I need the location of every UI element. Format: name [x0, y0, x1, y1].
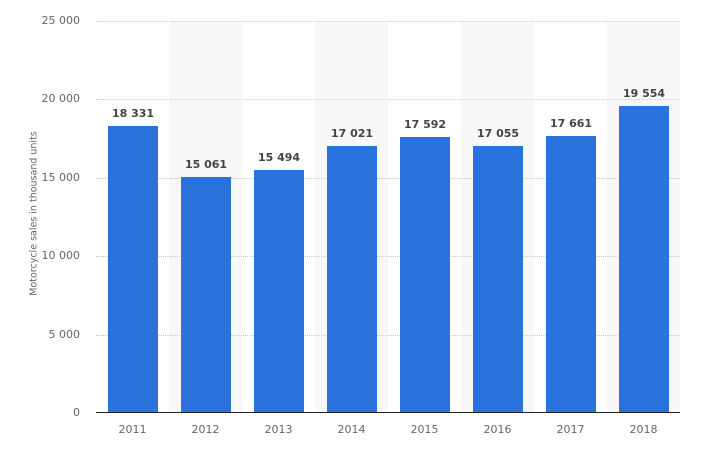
value-label: 17 055 [476, 127, 520, 140]
bar-2018 [619, 106, 669, 413]
y-tick-label: 20 000 [41, 92, 81, 105]
gridline [96, 99, 680, 100]
x-tick-label: 2013 [264, 423, 293, 436]
bar-2017 [546, 136, 596, 413]
x-tick-label: 2012 [191, 423, 220, 436]
value-label: 17 592 [403, 118, 447, 131]
y-tick-label: 5 000 [48, 328, 81, 341]
bar-2013 [254, 170, 304, 413]
bar-2015 [400, 137, 450, 413]
y-tick-label: 10 000 [41, 249, 81, 262]
x-axis-line [96, 412, 680, 413]
gridline [96, 178, 680, 179]
gridline [96, 21, 680, 22]
value-label: 17 021 [330, 127, 374, 140]
bar-2016 [473, 146, 523, 413]
x-tick-label: 2018 [629, 423, 658, 436]
value-label: 17 661 [549, 117, 593, 130]
x-tick-label: 2011 [118, 423, 147, 436]
value-label: 15 061 [184, 158, 228, 171]
bar-2011 [108, 126, 158, 413]
gridline [96, 256, 680, 257]
y-tick-label: 0 [73, 406, 80, 419]
value-label: 15 494 [257, 151, 301, 164]
value-label: 19 554 [622, 87, 666, 100]
y-tick-label: 15 000 [41, 171, 81, 184]
y-tick-label: 25 000 [41, 14, 81, 27]
x-tick-label: 2016 [483, 423, 512, 436]
value-label: 18 331 [111, 107, 155, 120]
bar-2014 [327, 146, 377, 413]
gridline [96, 335, 680, 336]
x-tick-label: 2015 [410, 423, 439, 436]
x-tick-label: 2014 [337, 423, 366, 436]
y-axis-title: Motorcycle sales in thousand units [28, 131, 40, 296]
x-tick-label: 2017 [556, 423, 585, 436]
bar-2012 [181, 177, 231, 413]
